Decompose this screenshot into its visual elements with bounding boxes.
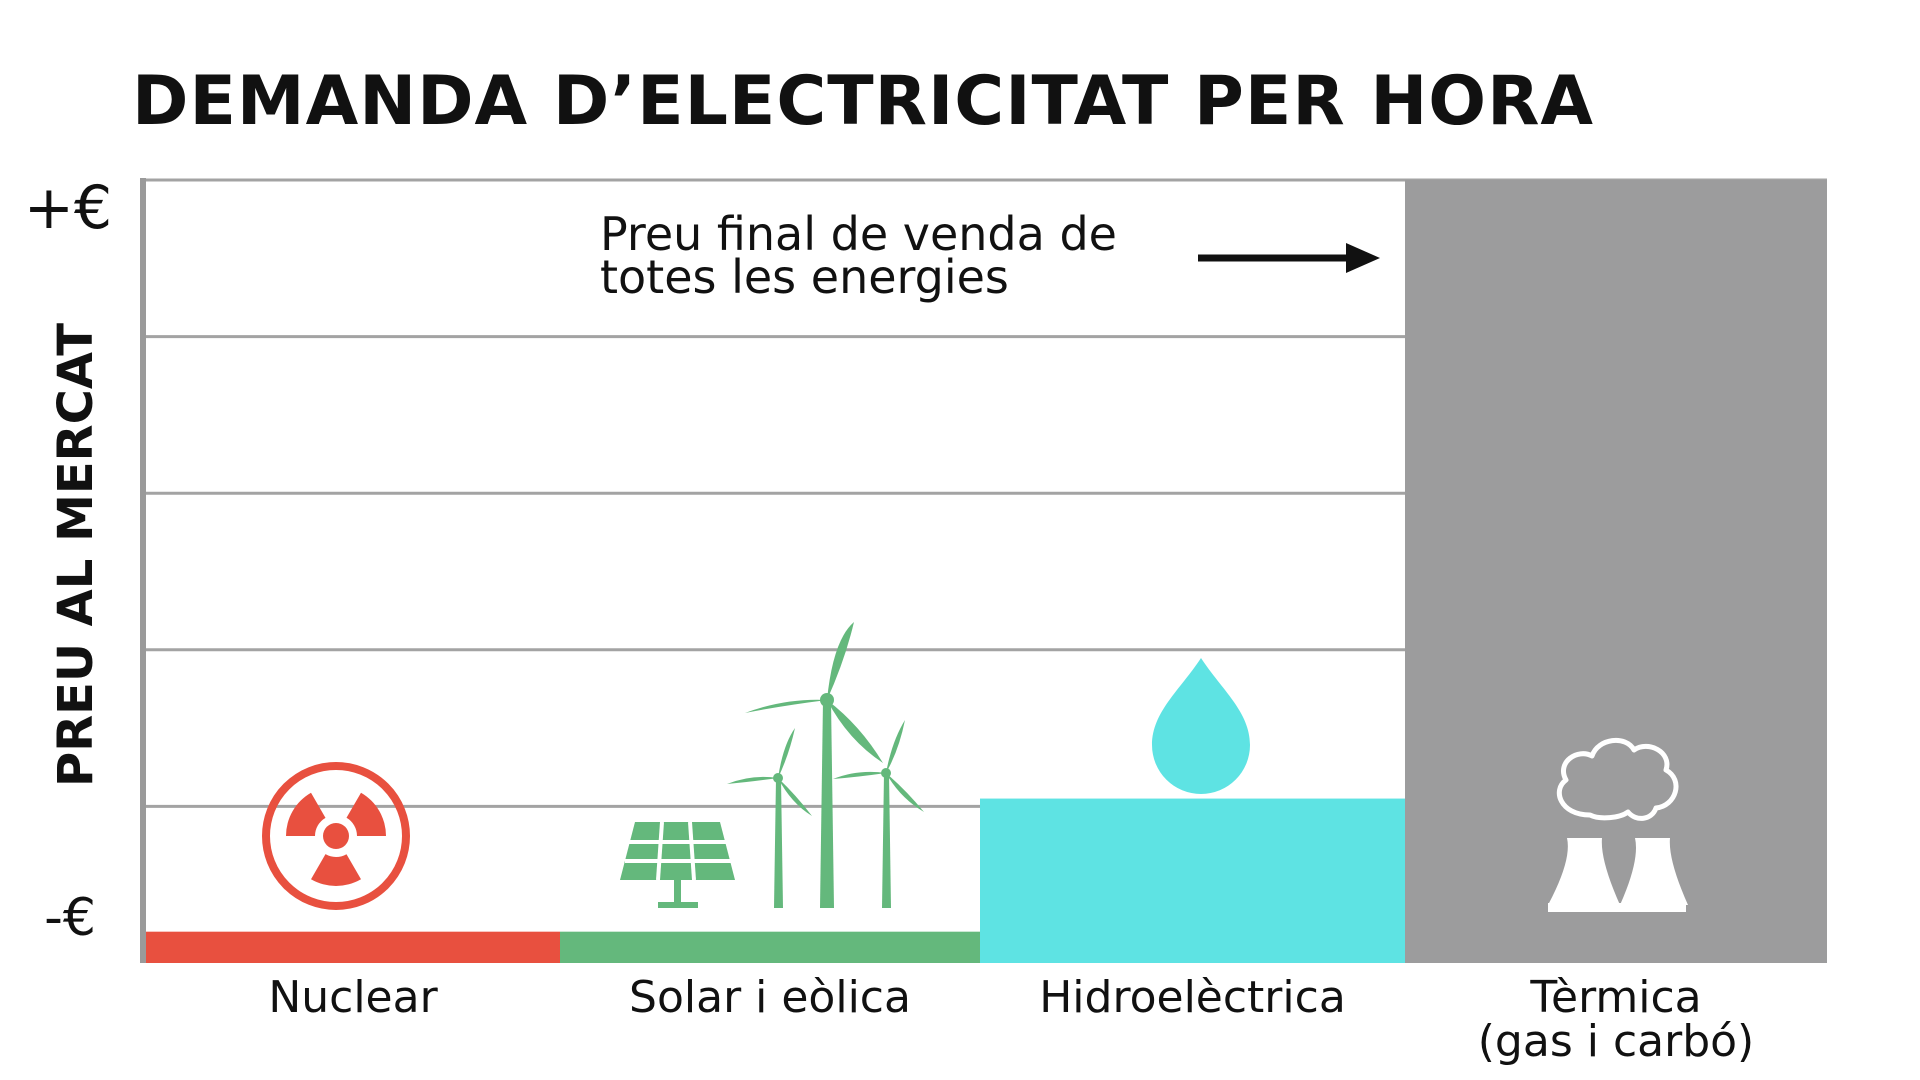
bar-4 <box>1405 180 1827 963</box>
radioactive-icon <box>262 762 410 910</box>
y-axis-label: PREU AL MERCAT <box>48 323 104 787</box>
category-label-4: Tèrmica (gas i carbó) <box>1478 972 1754 1067</box>
water-drop-icon <box>1152 658 1250 794</box>
bar-2 <box>560 931 980 963</box>
solar-panel-icon <box>620 821 735 908</box>
category-label-1: Nuclear <box>268 972 438 1023</box>
category-label-3: Hidroelèctrica <box>1039 972 1346 1023</box>
category-label-2: Solar i eòlica <box>629 972 911 1023</box>
bar-1 <box>146 931 560 963</box>
category-labels: Nuclear Solar i eòlica Hidroelèctrica Tèrmi… <box>268 972 1754 1067</box>
chart-title: DEMANDA D’ELECTRICITAT PER HORA <box>132 62 1595 141</box>
bar-3 <box>980 798 1405 963</box>
thermal-plant-icon <box>1548 737 1688 912</box>
y-tick-bottom: -€ <box>44 888 96 948</box>
bars <box>146 180 1827 963</box>
annotation-line1: Preu final de venda de <box>600 207 1117 261</box>
annotation-arrow <box>1198 243 1380 273</box>
y-tick-top: +€ <box>24 173 112 243</box>
annotation-line2: totes les energies <box>600 250 1009 304</box>
wind-turbines-icon <box>727 622 924 908</box>
